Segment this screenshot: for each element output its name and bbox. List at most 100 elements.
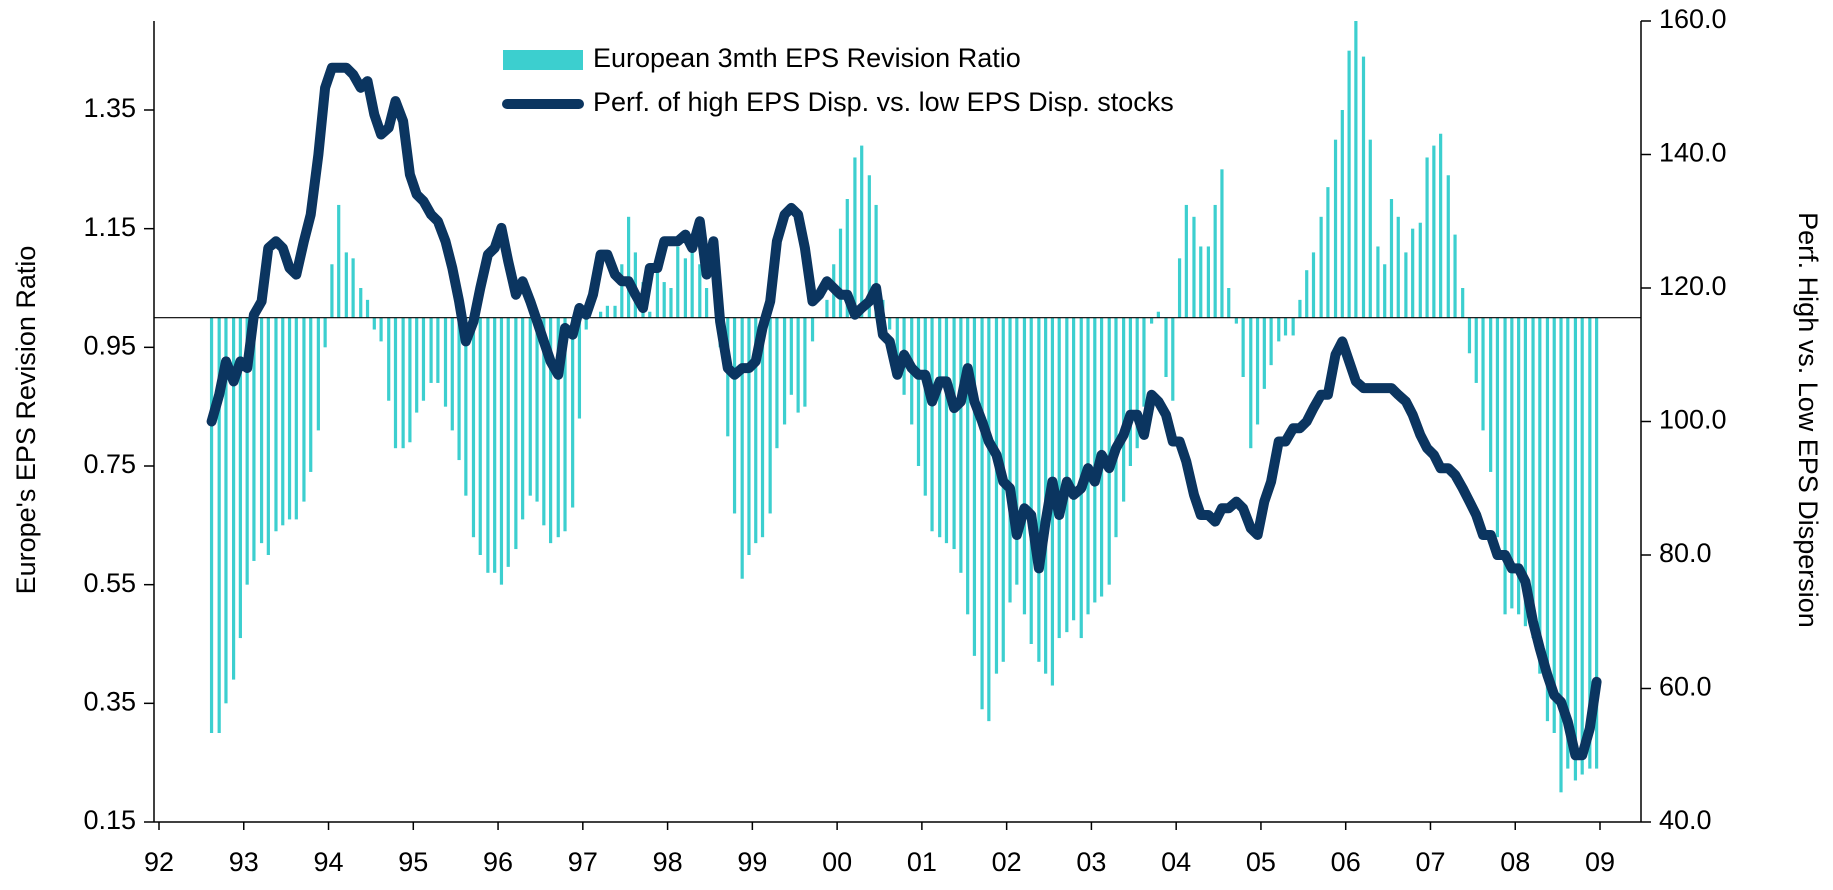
bar — [493, 317, 497, 573]
bar — [760, 317, 765, 538]
bar — [747, 317, 751, 555]
bar — [1580, 317, 1584, 775]
bar — [1552, 317, 1556, 733]
bar — [1425, 157, 1429, 318]
bar — [486, 317, 490, 573]
bar — [1277, 317, 1281, 342]
bar — [436, 317, 440, 383]
bar — [1368, 139, 1372, 318]
bar — [1298, 299, 1302, 318]
y2-tick-label: 160.0 — [1659, 4, 1727, 34]
bar — [676, 246, 680, 318]
bar — [1142, 317, 1146, 407]
bar — [620, 264, 624, 318]
legend-label: Perf. of high EPS Disp. vs. low EPS Disp… — [593, 87, 1174, 117]
y2-tick-label: 100.0 — [1659, 405, 1727, 435]
bar — [1439, 133, 1443, 318]
x-tick-label: 93 — [229, 847, 259, 877]
x-tick-label: 98 — [653, 847, 683, 877]
bar — [1227, 288, 1231, 318]
bar — [662, 282, 666, 318]
bar — [309, 317, 313, 472]
bar — [952, 317, 956, 550]
bar — [287, 317, 292, 520]
bar — [1269, 317, 1273, 366]
x-tick-label: 08 — [1500, 847, 1530, 877]
bar — [1559, 317, 1563, 793]
bar — [1517, 317, 1521, 615]
x-tick-label: 99 — [737, 847, 767, 877]
bar — [1467, 317, 1472, 354]
bar — [1305, 270, 1309, 318]
bar — [281, 317, 285, 526]
bar — [1156, 311, 1160, 318]
bar — [972, 317, 977, 656]
bar — [938, 317, 942, 538]
bar — [1333, 139, 1338, 318]
bar — [1523, 317, 1528, 627]
bar — [1072, 317, 1076, 621]
bar — [1545, 317, 1550, 722]
bar — [825, 299, 829, 318]
bar — [231, 317, 236, 680]
line — [206, 62, 1602, 761]
bar — [1107, 317, 1111, 585]
bar — [528, 317, 532, 496]
bar — [563, 317, 567, 532]
bar — [1418, 222, 1422, 318]
bar — [571, 317, 575, 508]
bar — [323, 317, 327, 348]
bar — [669, 288, 673, 318]
bar — [690, 252, 694, 318]
y2-tick-label: 140.0 — [1659, 138, 1727, 168]
bar — [860, 145, 864, 318]
bar — [1128, 317, 1133, 466]
bar — [408, 317, 412, 443]
bar — [1122, 317, 1126, 502]
bar — [1538, 317, 1542, 674]
x-tick-label: 92 — [144, 847, 174, 877]
bar — [867, 175, 871, 318]
bar — [224, 317, 228, 704]
bar — [916, 317, 921, 466]
bar — [1481, 317, 1485, 431]
bar — [1234, 317, 1238, 324]
bar — [1213, 204, 1217, 318]
bar — [294, 317, 298, 520]
bar — [379, 317, 383, 342]
bar — [655, 270, 660, 318]
bar — [874, 204, 878, 318]
legend-swatch — [503, 50, 583, 70]
bar — [853, 157, 857, 318]
bar — [810, 317, 815, 342]
y2-tick-label: 80.0 — [1659, 538, 1712, 568]
bar — [443, 317, 448, 407]
bar — [252, 317, 256, 561]
bar — [1206, 246, 1210, 318]
bar — [704, 288, 709, 318]
bar — [789, 317, 793, 395]
x-tick-label: 05 — [1246, 847, 1276, 877]
bar — [1177, 258, 1182, 318]
bar — [754, 317, 758, 544]
bar — [365, 299, 370, 318]
bar — [421, 317, 426, 401]
bar — [1453, 234, 1457, 318]
bar — [302, 317, 306, 502]
bar — [626, 216, 631, 318]
bar — [1015, 317, 1019, 585]
bar — [337, 204, 341, 318]
bar — [1149, 317, 1154, 324]
bar — [316, 317, 320, 431]
bar — [1164, 317, 1168, 377]
x-tick-label: 06 — [1331, 847, 1361, 877]
bar — [1291, 317, 1295, 336]
bar — [1065, 317, 1069, 633]
bar — [401, 317, 405, 449]
bar — [1461, 288, 1465, 318]
bar — [471, 317, 476, 538]
bar — [959, 317, 963, 573]
bar — [1319, 216, 1323, 318]
bar — [782, 317, 787, 425]
